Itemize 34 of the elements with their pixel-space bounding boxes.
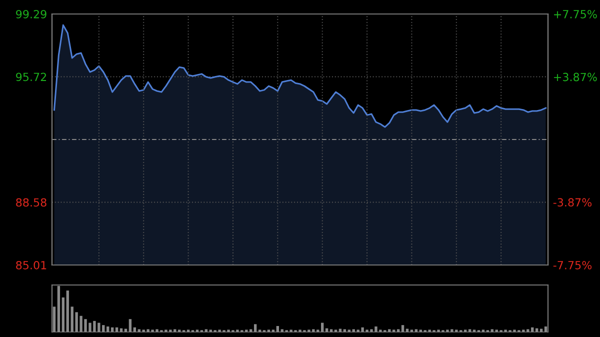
bar — [468, 329, 472, 332]
bar — [276, 326, 279, 332]
bar — [66, 290, 69, 332]
bar — [204, 329, 208, 332]
bar — [254, 324, 257, 332]
bar — [128, 319, 132, 332]
bar — [490, 329, 494, 332]
bar — [115, 327, 118, 332]
bar — [110, 327, 114, 332]
y-tick-label: 85.01 — [16, 260, 46, 270]
y2-tick-label: -3.87% — [553, 198, 592, 207]
bar — [388, 329, 391, 332]
bar — [321, 322, 324, 332]
bar — [280, 329, 284, 332]
y2-tick-label: +7.75% — [554, 10, 597, 18]
y2-tick-label: +3.87% — [554, 72, 597, 82]
bar — [138, 329, 140, 332]
bar — [531, 327, 534, 332]
bar — [401, 325, 404, 332]
bar — [250, 329, 252, 332]
y-tick-label: 99.29 — [16, 10, 46, 18]
y2-tick-label: -7.75% — [553, 260, 592, 270]
bar — [57, 286, 60, 332]
bar — [343, 329, 346, 332]
bar — [62, 297, 65, 332]
bar — [106, 326, 110, 332]
bar — [396, 329, 400, 332]
bar — [330, 329, 333, 332]
bar — [133, 327, 136, 332]
y-tick-label: 88.58 — [16, 198, 46, 207]
bar — [544, 326, 548, 332]
bar — [414, 329, 418, 332]
y-tick-label: 95.72 — [16, 72, 46, 82]
bar — [52, 306, 56, 332]
